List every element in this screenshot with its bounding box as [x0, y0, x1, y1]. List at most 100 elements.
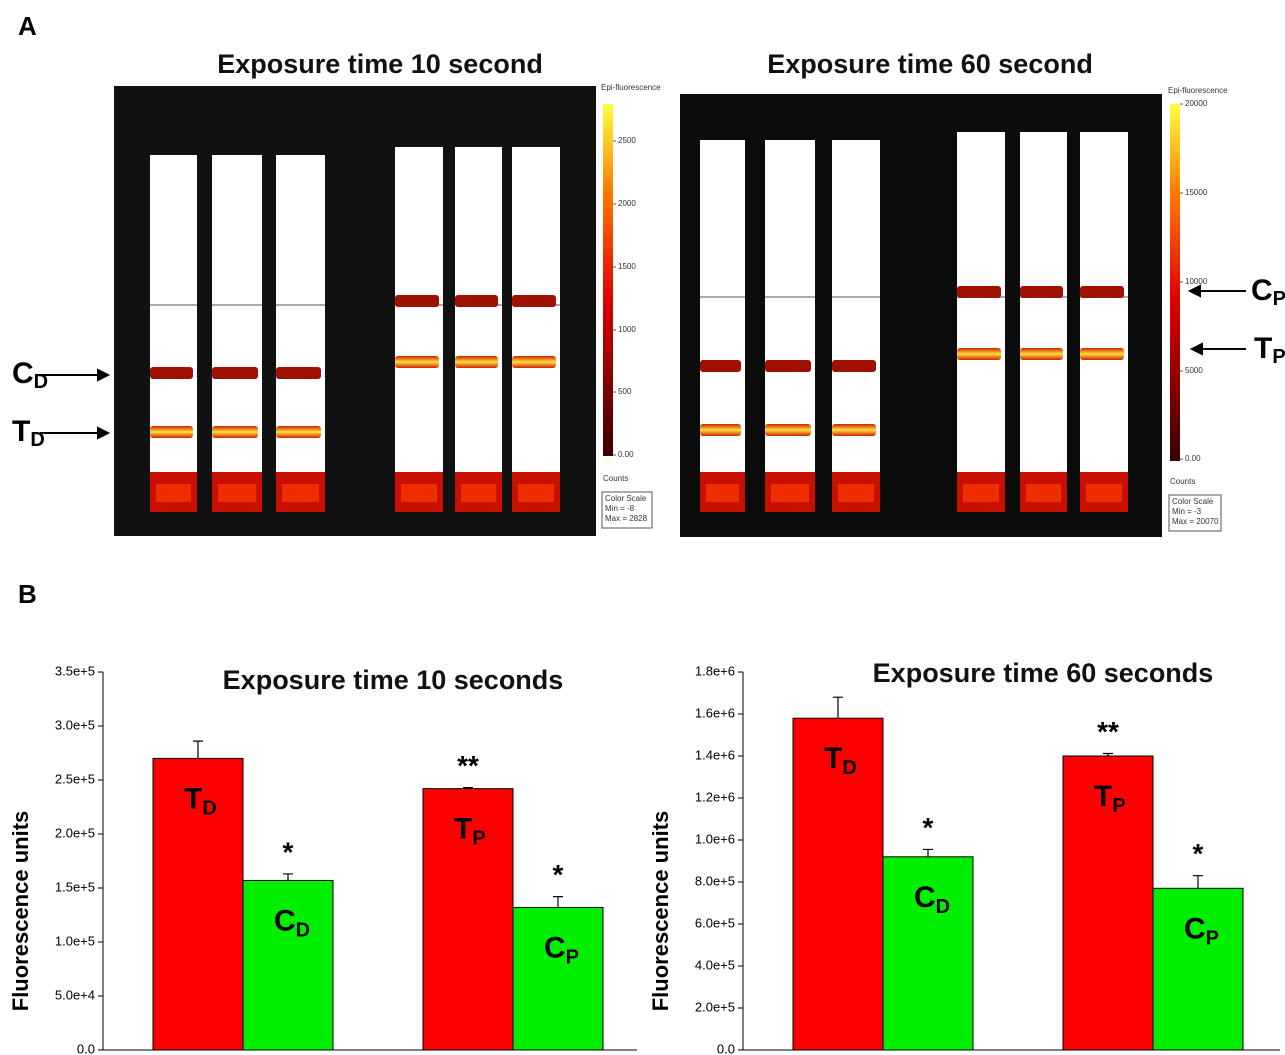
strip-band: [150, 367, 193, 379]
arrow-label: CP: [1251, 274, 1285, 310]
colorbar: [603, 104, 613, 456]
colorbar-label: 1000: [618, 325, 636, 334]
scale-box: [601, 491, 653, 529]
strip-pad-glow: [218, 484, 256, 502]
colorbar-label: 500: [618, 387, 632, 396]
error-bar: [463, 786, 473, 789]
bar: [1152, 887, 1244, 1051]
chart-title: Exposure time 60 seconds: [873, 658, 1214, 688]
y-tick-label: 1.4e+6: [695, 747, 735, 762]
strip-band: [395, 356, 439, 368]
error-bar: [923, 848, 933, 857]
bar-label-main: T: [1094, 780, 1112, 813]
y-tick-label: 2.0e+5: [55, 825, 95, 840]
strip-band: [395, 295, 439, 307]
bar: [422, 788, 514, 1051]
error-bar: [1103, 752, 1113, 756]
y-tick-label: 5.0e+4: [55, 987, 95, 1002]
colorbar-label: 2500: [618, 136, 636, 145]
strip: [1020, 132, 1067, 512]
bar-label: CD: [274, 904, 310, 941]
bar-label: TP: [1094, 780, 1126, 817]
y-tick-label: 6.0e+5: [695, 915, 735, 930]
scale-box-text: Min = -8: [605, 504, 635, 513]
error-bar: [283, 873, 293, 881]
strip-band: [957, 286, 1001, 298]
strip-band: [832, 360, 876, 372]
error-bar: [833, 696, 843, 719]
strip-pad-glow: [461, 484, 496, 502]
strip-band: [1080, 286, 1124, 298]
strip: [832, 140, 880, 512]
y-tick-label: 2.5e+5: [55, 771, 95, 786]
bar-label: TD: [184, 782, 217, 819]
y-tick-label: 8.0e+5: [695, 873, 735, 888]
strip-pad-glow: [838, 484, 874, 502]
error-bar: [193, 740, 203, 759]
bar-label-main: C: [914, 881, 936, 914]
strip: [1080, 132, 1128, 512]
bar-label-main: C: [1184, 912, 1206, 945]
colorbar-label: 15000: [1185, 188, 1208, 197]
scale-counts: Counts: [603, 474, 628, 483]
strip: [455, 147, 502, 512]
scale-box-text: Min = -3: [1172, 507, 1202, 516]
strip: [957, 132, 1005, 512]
strip: [765, 140, 815, 512]
significance: **: [457, 750, 479, 781]
bar-label-main: C: [274, 904, 296, 937]
y-tick-label: 1.2e+6: [695, 789, 735, 804]
strip-pad-glow: [401, 484, 437, 502]
strip-band: [212, 367, 258, 379]
strip: [512, 147, 560, 512]
arrows: [40, 284, 1246, 440]
strip-pad-glow: [1026, 484, 1061, 502]
strip: [700, 140, 745, 512]
y-tick-label: 3.0e+5: [55, 717, 95, 732]
strip-band: [455, 356, 498, 368]
bar-label: CP: [544, 931, 579, 968]
strip-band: [512, 295, 556, 307]
strip-band: [212, 426, 258, 438]
bar-label-sub: P: [1112, 795, 1125, 817]
colorbar-label: 1500: [618, 262, 636, 271]
y-tick-label: 1.0e+5: [55, 933, 95, 948]
significance: *: [1193, 838, 1204, 869]
bar: [242, 879, 334, 1051]
strip-band: [1020, 348, 1063, 360]
significance: **: [1097, 716, 1119, 747]
bar-label: CD: [914, 881, 950, 918]
bar-label-sub: D: [202, 798, 216, 820]
bar-label-sub: P: [472, 828, 485, 850]
strips: [150, 132, 1128, 512]
colorbar-label: 2000: [618, 199, 636, 208]
y-tick-label: 1.5e+5: [55, 879, 95, 894]
scale-box-text: Max = 20070: [1172, 517, 1219, 526]
bar-label: TD: [824, 742, 857, 779]
arrow-label: CD: [12, 357, 48, 393]
charts: Exposure time 10 seconds Fluorescence uni…: [8, 658, 1280, 1055]
error-bar: [1193, 875, 1203, 889]
y-tick-label: 3.5e+5: [55, 663, 95, 678]
panel-label: A: [18, 11, 37, 41]
strip-band: [700, 424, 741, 436]
colorbar-label: 20000: [1185, 99, 1208, 108]
bar-label-sub: D: [936, 896, 950, 918]
y-tick-label: 0.0: [717, 1041, 735, 1055]
arrow-label: TD: [12, 415, 45, 451]
strip-band: [700, 360, 741, 372]
strip-pad-glow: [706, 484, 739, 502]
strip-pad-glow: [1086, 484, 1122, 502]
image-title: Exposure time 60 second: [767, 49, 1093, 79]
scale-title: Epi-fluorescence: [1168, 86, 1228, 95]
strip: [276, 155, 325, 512]
bar-label-sub: D: [296, 920, 310, 942]
strip-band: [1020, 286, 1063, 298]
bar-label: CP: [1184, 912, 1219, 949]
bar-label-sub: P: [1206, 928, 1219, 950]
bar-label-sub: D: [842, 757, 856, 779]
scale-box: [1168, 494, 1222, 532]
scale-box-text: Color Scale: [1172, 497, 1214, 506]
scale-title: Epi-fluorescence: [601, 83, 661, 92]
chart-title: Exposure time 10 seconds: [223, 665, 564, 695]
